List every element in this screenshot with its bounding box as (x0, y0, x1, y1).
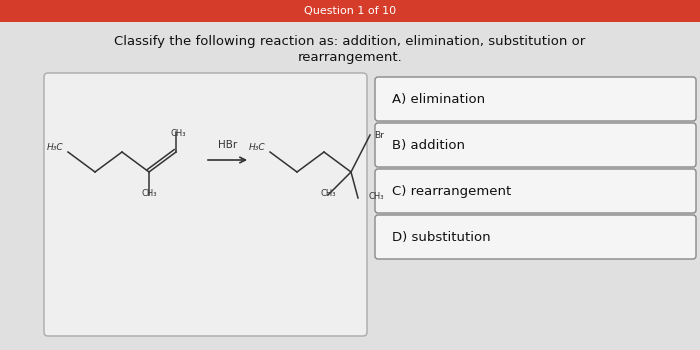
Text: HBr: HBr (218, 140, 237, 150)
FancyBboxPatch shape (44, 73, 367, 336)
FancyBboxPatch shape (375, 215, 696, 259)
FancyBboxPatch shape (375, 77, 696, 121)
Text: H₃C: H₃C (248, 144, 265, 153)
Text: CH₃: CH₃ (170, 129, 186, 138)
FancyBboxPatch shape (375, 169, 696, 213)
Text: B) addition: B) addition (392, 139, 465, 152)
Text: CH₃: CH₃ (368, 192, 384, 201)
Text: A) elimination: A) elimination (392, 92, 485, 105)
Text: D) substitution: D) substitution (392, 231, 491, 244)
Text: CH₃: CH₃ (141, 189, 157, 198)
Text: Br: Br (374, 131, 384, 140)
Text: CH₃: CH₃ (321, 189, 336, 198)
FancyBboxPatch shape (375, 123, 696, 167)
FancyBboxPatch shape (0, 0, 700, 22)
Text: Question 1 of 10: Question 1 of 10 (304, 6, 396, 16)
Text: C) rearrangement: C) rearrangement (392, 184, 511, 197)
Text: Classify the following reaction as: addition, elimination, substitution or: Classify the following reaction as: addi… (114, 35, 586, 49)
Text: rearrangement.: rearrangement. (298, 51, 402, 64)
Text: H₃C: H₃C (46, 144, 63, 153)
